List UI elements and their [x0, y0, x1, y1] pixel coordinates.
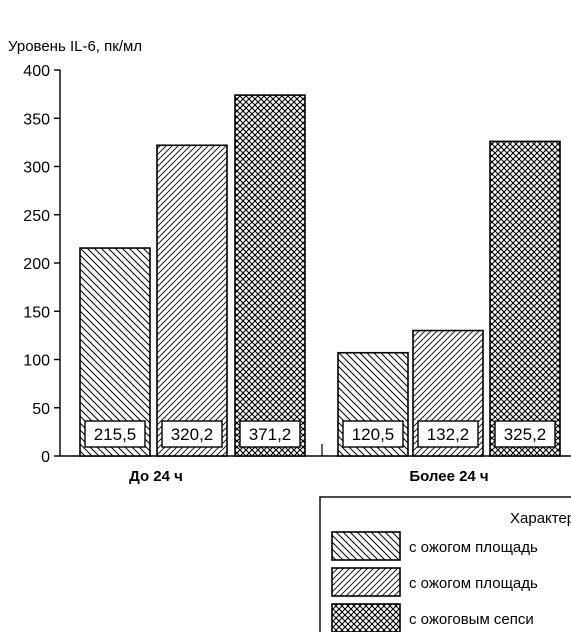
y-tick-label: 350: [23, 111, 50, 128]
data-label-box: [239, 420, 301, 448]
y-tick-label: 300: [23, 160, 50, 177]
y-tick-label: 200: [23, 256, 50, 273]
data-label-box: [342, 420, 404, 448]
legend-label: с ожогом площадь: [409, 539, 538, 556]
category-label: До 24 ч: [129, 468, 183, 485]
legend-label: с ожоговым сепси: [409, 611, 534, 628]
bar: [489, 140, 561, 457]
data-label-box: [494, 420, 556, 448]
y-tick-label: 100: [23, 353, 50, 370]
data-label-box: [84, 420, 146, 448]
bar: [234, 94, 306, 457]
legend-label: с ожогом площадь: [409, 575, 538, 592]
legend-swatch: [331, 603, 401, 632]
y-axis-title: Уровень IL-6, пк/мл: [8, 38, 142, 55]
data-label: 120,5: [352, 425, 395, 444]
data-label: 371,2: [249, 425, 292, 444]
y-tick-label: 250: [23, 208, 50, 225]
y-tick-label: 150: [23, 304, 50, 321]
data-label: 132,2: [427, 425, 470, 444]
bar: [156, 144, 228, 457]
data-label: 320,2: [171, 425, 214, 444]
category-label: Более 24 ч: [409, 468, 488, 485]
data-label: 215,5: [94, 425, 137, 444]
data-label: 325,2: [504, 425, 547, 444]
y-tick-label: 400: [23, 63, 50, 80]
data-label-box: [161, 420, 223, 448]
legend-title: Характер: [510, 510, 571, 527]
legend-swatch: [331, 531, 401, 561]
y-tick-label: 50: [32, 401, 50, 418]
legend: Характер с ожогом площадь с ожогом площад…: [319, 496, 571, 632]
y-tick-label: 0: [41, 449, 50, 466]
data-label-box: [417, 420, 479, 448]
legend-swatch: [331, 567, 401, 597]
